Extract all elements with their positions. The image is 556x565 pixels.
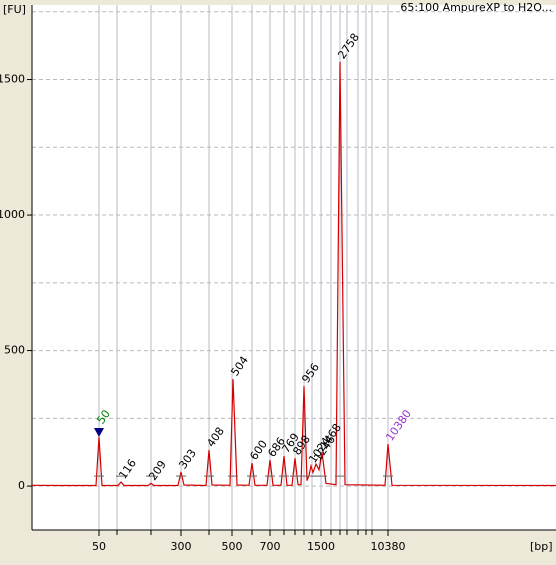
trace-line <box>31 61 556 487</box>
x-tick-label: 10380 <box>371 540 406 553</box>
y-tick-label: 1500 <box>0 73 25 86</box>
x-tick-label: 1500 <box>307 540 335 553</box>
x-axis-label: [bp] <box>530 540 553 553</box>
x-tick-label: 700 <box>260 540 281 553</box>
marker-triangle <box>94 428 104 438</box>
x-tick-label: 500 <box>222 540 243 553</box>
y-tick-label: 1000 <box>0 208 25 221</box>
x-tick-label: 50 <box>92 540 106 553</box>
plot-area <box>32 5 556 530</box>
y-tick-label: 0 <box>18 479 25 492</box>
chart-title: 65:100 AmpureXP to H2O... <box>400 1 552 14</box>
y-axis-label: [FU] <box>3 3 26 16</box>
x-tick-label: 300 <box>171 540 192 553</box>
y-tick-label: 500 <box>4 344 25 357</box>
